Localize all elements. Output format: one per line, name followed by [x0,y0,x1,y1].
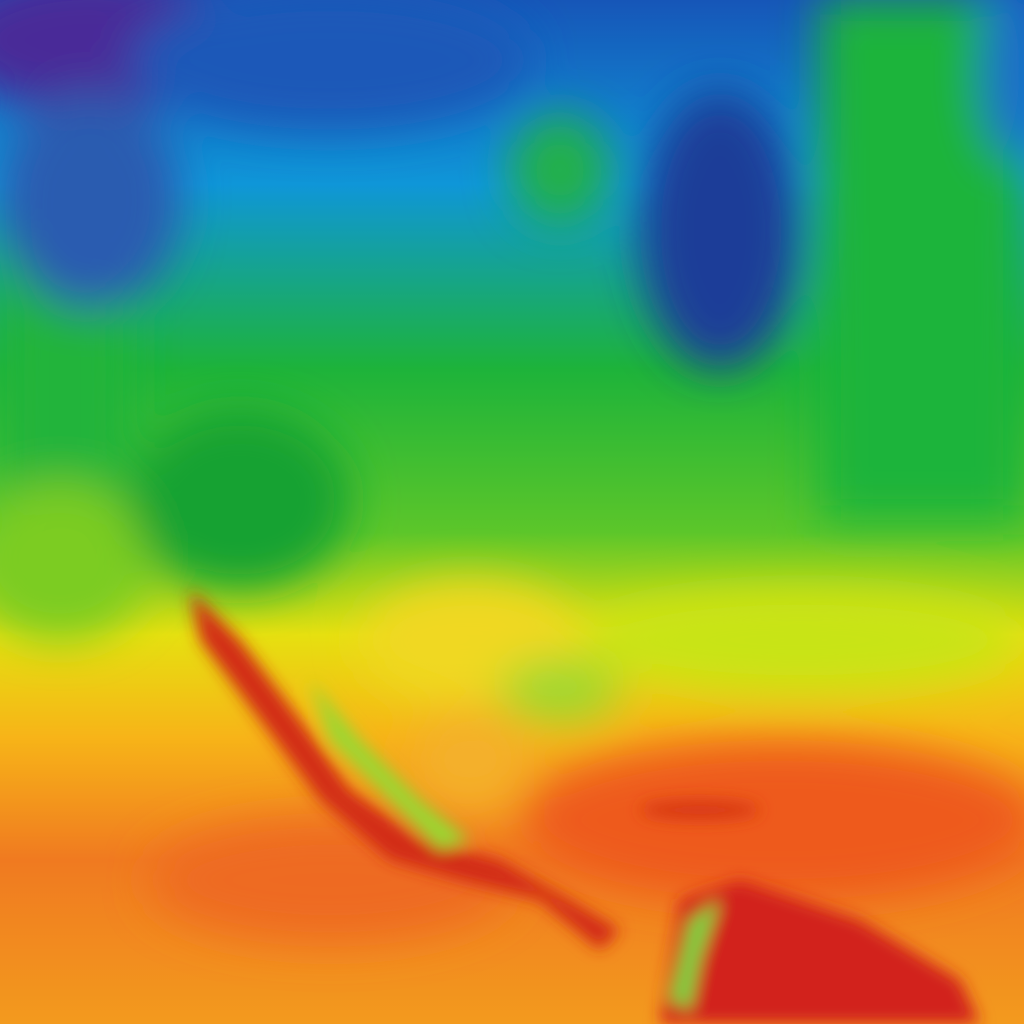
mexico-ridge [190,590,620,950]
pacific-yellowgreen [0,480,150,640]
labrador-cold [640,90,800,370]
antilles [640,800,760,820]
temperature-zones [0,0,1024,940]
arctic-blue [130,0,530,130]
alaska-blue [0,90,180,310]
greenland-edge [980,0,1024,160]
gulf-green [500,660,620,720]
south-america [660,880,980,1024]
hudson-bay [510,115,610,225]
gulf-orange [410,710,530,810]
caribbean-orange [520,740,1024,900]
atlantic-yellow [580,590,1020,690]
mexico-highland [310,680,470,850]
rockies-green [130,410,350,590]
andes [670,900,720,1010]
land-details [190,590,980,1024]
